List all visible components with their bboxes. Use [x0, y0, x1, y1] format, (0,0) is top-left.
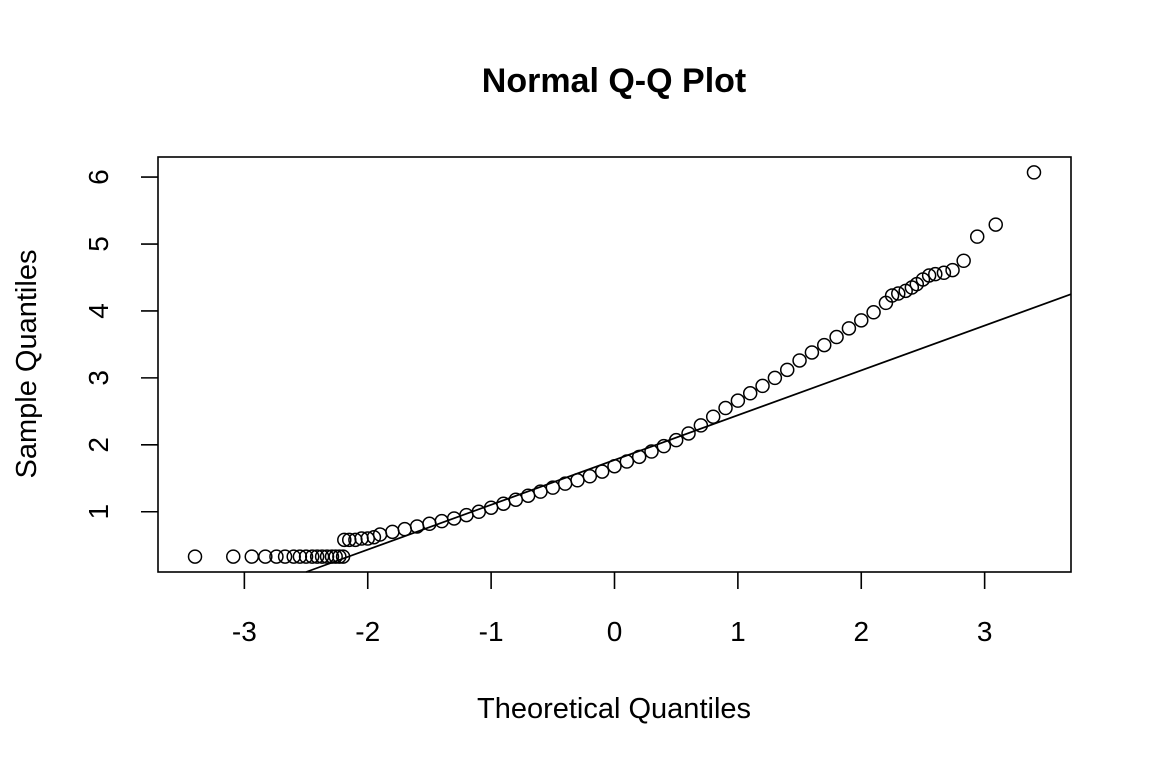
- data-point: [582, 469, 598, 484]
- data-point: [594, 464, 610, 479]
- x-tick-label: 0: [607, 616, 623, 647]
- data-point: [422, 516, 437, 532]
- reference-line: [305, 293, 1072, 573]
- data-point: [277, 549, 293, 564]
- x-tick-label: -1: [479, 616, 504, 647]
- y-tick-label: 3: [83, 370, 114, 386]
- data-point: [718, 400, 733, 416]
- x-tick-label: 1: [730, 616, 746, 647]
- data-point: [921, 268, 937, 283]
- data-point: [829, 329, 844, 345]
- data-point: [366, 529, 382, 545]
- y-tick-label: 6: [83, 169, 114, 185]
- data-point: [304, 549, 320, 564]
- data-point: [668, 432, 684, 448]
- y-axis-label: Sample Quantiles: [11, 250, 43, 479]
- x-tick-label: 2: [853, 616, 869, 647]
- data-point: [816, 337, 832, 353]
- data-point: [755, 378, 770, 394]
- y-tick-label: 4: [83, 303, 114, 319]
- data-point: [570, 473, 585, 488]
- data-point: [619, 454, 635, 469]
- data-point: [792, 353, 807, 368]
- y-tick-label: 1: [83, 504, 114, 520]
- data-point: [804, 345, 820, 360]
- data-point: [337, 532, 352, 548]
- chart-title: Normal Q-Q Plot: [482, 62, 746, 100]
- data-point: [328, 549, 343, 564]
- data-point: [866, 305, 881, 320]
- data-point: [656, 438, 672, 454]
- data-point: [884, 288, 900, 303]
- x-tick-label: -3: [232, 616, 257, 647]
- data-point: [705, 409, 721, 424]
- data-point: [557, 476, 573, 491]
- x-axis-label: Theoretical Quantiles: [477, 693, 751, 725]
- data-point: [607, 458, 622, 474]
- data-point: [681, 426, 696, 441]
- data-point: [269, 549, 284, 564]
- data-point: [779, 362, 795, 378]
- y-tick-label: 2: [83, 437, 114, 453]
- x-axis: -3 -2 -1 0 1 2 3: [232, 572, 993, 647]
- plot-frame: [157, 156, 1072, 573]
- x-tick-label: -2: [355, 616, 380, 647]
- data-point: [324, 549, 340, 564]
- data-point: [298, 549, 314, 564]
- data-point: [397, 521, 413, 537]
- data-point: [631, 449, 647, 465]
- data-point: [332, 549, 347, 564]
- data-point: [936, 265, 952, 281]
- data-point: [854, 313, 869, 328]
- points-layer: [187, 165, 1042, 564]
- data-point: [945, 262, 960, 278]
- y-axis: 1 2 3 4 5 6: [83, 169, 158, 520]
- data-point: [258, 549, 273, 564]
- x-tick-label: 3: [977, 616, 993, 647]
- data-point: [309, 549, 325, 564]
- data-point: [988, 217, 1003, 232]
- data-point: [730, 393, 746, 408]
- data-point: [767, 370, 783, 386]
- data-point: [335, 549, 351, 564]
- data-point: [928, 266, 943, 282]
- data-point: [644, 444, 659, 459]
- data-point: [956, 253, 971, 268]
- data-point: [969, 229, 985, 244]
- data-point: [891, 286, 906, 301]
- data-point: [496, 496, 511, 511]
- y-tick-label: 5: [83, 236, 114, 252]
- data-point: [841, 321, 857, 336]
- data-point: [226, 549, 241, 564]
- data-point: [742, 386, 758, 401]
- data-point: [385, 524, 400, 540]
- data-point: [483, 500, 499, 515]
- data-point: [693, 418, 709, 433]
- data-point: [1026, 165, 1042, 180]
- data-point: [187, 549, 203, 564]
- data-point: [244, 549, 260, 564]
